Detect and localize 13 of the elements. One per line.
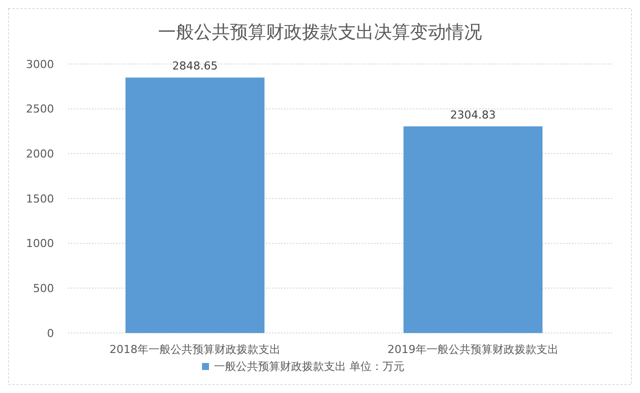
y-tick-label: 1500 [26, 192, 54, 206]
y-tick-label: 0 [47, 326, 54, 340]
x-tick-label: 2019年一般公共预算财政拨款支出 [388, 343, 558, 356]
y-tick-label: 3000 [26, 58, 54, 71]
data-label: 2848.65 [172, 60, 218, 73]
y-tick-label: 500 [33, 282, 54, 296]
legend-label: 一般公共预算财政拨款支出 单位：万元 [214, 360, 404, 373]
y-tick-label: 2000 [26, 148, 54, 161]
x-tick-label: 2018年一般公共预算财政拨款支出 [110, 343, 280, 356]
chart-title: 一般公共预算财政拨款支出决算变动情况 [158, 22, 482, 43]
y-tick-label: 1000 [26, 237, 54, 250]
y-tick-label: 2500 [26, 102, 54, 116]
data-label: 2304.83 [450, 108, 496, 122]
